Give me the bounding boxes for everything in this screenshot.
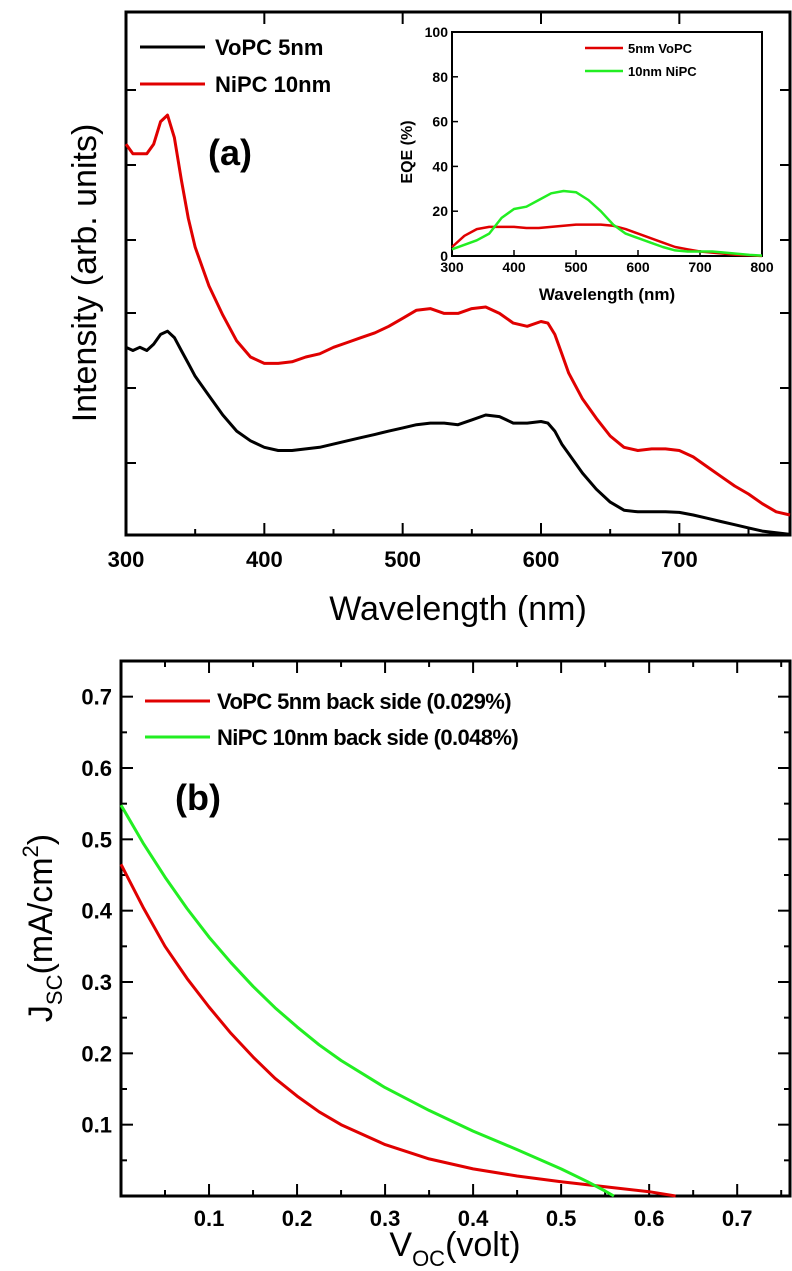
panel-b-x-label: VOC(volt) bbox=[389, 1226, 520, 1271]
y-tick-label: 0.1 bbox=[81, 1113, 112, 1138]
y-tick-label: 0.5 bbox=[81, 827, 112, 852]
legend-label-vopc-back: VoPC 5nm back side (0.029%) bbox=[217, 689, 511, 714]
x-tick-label: 0.2 bbox=[282, 1206, 313, 1231]
series-line bbox=[125, 329, 791, 536]
panel-a-series bbox=[124, 113, 791, 536]
inset-legend-label-nipc: 10nm NiPC bbox=[628, 64, 697, 79]
inset-y-tick-label: 40 bbox=[432, 158, 448, 174]
panel-a-x-axis: 300 400 500 600 700 bbox=[108, 12, 750, 572]
x-tick-label: 0.6 bbox=[634, 1206, 665, 1231]
x-tick-label: 300 bbox=[108, 547, 145, 572]
inset-y-tick-label: 0 bbox=[440, 248, 448, 264]
panel-b-label: (b) bbox=[175, 777, 221, 818]
series-line bbox=[124, 113, 791, 517]
y-tick-label: 0.2 bbox=[81, 1041, 112, 1066]
inset-axes: 300 400 500 600 700 800 0 20 40 60 80 100 bbox=[425, 24, 774, 275]
inset-y-tick-label: 20 bbox=[432, 203, 448, 219]
x-tick-label: 700 bbox=[661, 547, 698, 572]
y-tick-label: 0.7 bbox=[81, 685, 112, 710]
inset-legend-label-vopc: 5nm VoPC bbox=[628, 41, 693, 56]
series-line bbox=[119, 863, 676, 1198]
panel-b-chart: 0.1 0.2 0.3 0.4 0.5 0.6 0.7 0.1 0.2 0.3 0.4 0.5 0.6 0… bbox=[18, 659, 792, 1271]
panel-a-plot-frame bbox=[124, 10, 792, 537]
inset-x-tick-label: 700 bbox=[688, 259, 712, 275]
x-tick-label: 0.1 bbox=[194, 1206, 225, 1231]
series-line bbox=[119, 804, 615, 1198]
panel-a-y-label: Intensity (arb. units) bbox=[66, 124, 104, 423]
panel-b-series bbox=[119, 804, 676, 1198]
inset-series-line bbox=[451, 189, 763, 257]
y-tick-label: 0.4 bbox=[81, 899, 112, 924]
x-tick-label: 0.5 bbox=[546, 1206, 577, 1231]
panel-b-axes: 0.1 0.2 0.3 0.4 0.5 0.6 0.7 0.1 0.2 0.3 0.4 0.5 0.6 0… bbox=[81, 660, 790, 1231]
inset-x-tick-label: 500 bbox=[564, 259, 588, 275]
inset-x-tick-label: 300 bbox=[440, 259, 464, 275]
inset-x-tick-label: 800 bbox=[750, 259, 774, 275]
y-tick-label: 0.3 bbox=[81, 970, 112, 995]
panel-a-x-label: Wavelength (nm) bbox=[329, 590, 587, 628]
inset-x-tick-label: 400 bbox=[502, 259, 526, 275]
inset-y-tick-label: 80 bbox=[432, 69, 448, 85]
x-tick-label: 400 bbox=[246, 547, 283, 572]
inset-y-tick-label: 60 bbox=[432, 114, 448, 130]
x-tick-label: 0.3 bbox=[370, 1206, 401, 1231]
panel-a-y-axis-ticks bbox=[126, 89, 790, 464]
inset-x-label: Wavelength (nm) bbox=[539, 285, 675, 304]
panel-b-plot-frame bbox=[119, 659, 792, 1198]
inset-x-tick-label: 600 bbox=[626, 259, 650, 275]
legend-label-vopc: VoPC 5nm bbox=[215, 35, 323, 60]
legend-label-nipc-back: NiPC 10nm back side (0.048%) bbox=[217, 725, 518, 750]
inset-y-tick-label: 100 bbox=[425, 24, 449, 40]
x-tick-label: 500 bbox=[384, 547, 421, 572]
panel-a-chart: 300 400 500 600 700 (a) VoPC 5nm NiPC 10nm W… bbox=[66, 10, 792, 628]
panel-a-label: (a) bbox=[208, 132, 252, 173]
legend-label-nipc: NiPC 10nm bbox=[215, 72, 331, 97]
y-tick-label: 0.6 bbox=[81, 756, 112, 781]
x-tick-label: 600 bbox=[523, 547, 560, 572]
panel-b-y-label: JSC(mA/cm2) bbox=[18, 834, 67, 1022]
inset-y-label: EQE (%) bbox=[399, 120, 416, 183]
x-tick-label: 0.7 bbox=[722, 1206, 753, 1231]
x-tick-label: 0.4 bbox=[458, 1206, 489, 1231]
inset-series bbox=[451, 189, 763, 258]
